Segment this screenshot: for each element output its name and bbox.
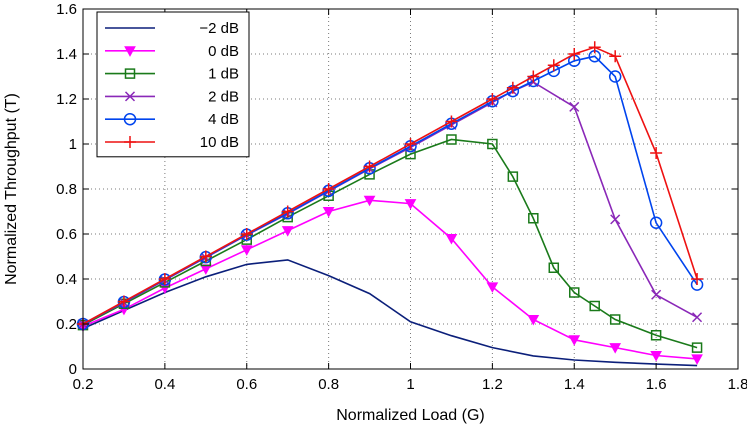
data-point — [363, 195, 376, 207]
data-point — [445, 115, 458, 128]
data-point — [117, 295, 130, 308]
data-point — [404, 138, 417, 150]
data-point — [650, 330, 662, 341]
x-tick-label: 1.8 — [728, 376, 747, 393]
data-point — [608, 70, 622, 83]
data-point — [569, 101, 580, 112]
data-point — [691, 273, 704, 285]
data-point — [506, 81, 519, 94]
data-point — [568, 335, 581, 346]
data-point — [691, 342, 703, 353]
data-point — [199, 250, 212, 263]
y-axis-label: Normalized Throughput (T) — [3, 93, 20, 285]
x-tick-label: 0.8 — [318, 376, 339, 393]
data-point — [588, 41, 601, 54]
y-tick-label: 1.4 — [56, 46, 77, 63]
data-point — [487, 138, 498, 150]
legend-label: 10 dB — [200, 134, 239, 151]
x-tick-label: 1 — [406, 376, 414, 393]
legend-item: 4 dB — [105, 111, 239, 128]
series-2-db-group — [82, 259, 698, 367]
y-tick-label: 1.6 — [56, 1, 77, 18]
data-point — [281, 226, 294, 237]
legend-item: −2 dB — [105, 20, 239, 37]
series-line — [82, 138, 698, 349]
data-point — [691, 354, 703, 365]
data-point — [322, 207, 335, 218]
legend-item: 2 dB — [105, 88, 239, 105]
data-point — [124, 91, 136, 102]
data-point — [486, 282, 499, 293]
legend-box — [96, 11, 250, 158]
legend-item: 0 dB — [105, 43, 239, 60]
series-layer — [76, 41, 704, 367]
x-tick-label: 1.4 — [564, 376, 585, 393]
data-point — [363, 160, 376, 173]
data-point — [158, 273, 171, 285]
x-axis-label: Normalized Load (G) — [336, 407, 485, 424]
legend-label: 1 dB — [208, 66, 239, 83]
y-tick-label: 0.4 — [56, 271, 77, 288]
data-point — [651, 289, 662, 300]
data-point — [124, 68, 136, 79]
data-point — [528, 213, 539, 224]
data-point — [507, 171, 519, 182]
data-point — [589, 300, 600, 312]
legend-item: 1 dB — [105, 66, 239, 83]
data-point — [610, 214, 621, 225]
legend-label: 0 dB — [208, 43, 239, 60]
data-point — [240, 228, 253, 240]
data-point — [445, 234, 458, 245]
y-tick-label: 1.2 — [56, 91, 77, 108]
data-point — [650, 351, 662, 362]
data-point — [692, 312, 703, 323]
data-point — [649, 216, 663, 229]
data-point — [609, 314, 621, 325]
data-point — [123, 112, 137, 126]
y-tick-label: 0.2 — [56, 316, 77, 333]
legend-label: −2 dB — [199, 20, 239, 37]
y-tick-label: 0.8 — [56, 181, 77, 198]
data-point — [650, 147, 663, 159]
x-tick-label: 0.6 — [236, 376, 257, 393]
legend-item: 10 dB — [105, 134, 239, 151]
x-tick-label: 0.2 — [73, 376, 94, 393]
series-line — [82, 199, 698, 360]
series-0-db-group — [77, 195, 703, 365]
data-point — [548, 262, 560, 273]
x-tick-label: 1.6 — [646, 376, 667, 393]
data-point — [527, 70, 540, 83]
data-point — [281, 205, 294, 218]
data-point — [124, 136, 136, 148]
data-point — [609, 343, 622, 354]
legend-label: 2 dB — [208, 88, 239, 105]
data-point — [322, 183, 335, 195]
y-tick-label: 0.6 — [56, 226, 77, 243]
legend-label: 4 dB — [208, 111, 239, 128]
data-point — [486, 93, 499, 105]
data-point — [446, 134, 457, 145]
data-point — [568, 48, 581, 60]
data-point — [569, 287, 580, 298]
data-point — [404, 199, 417, 210]
series-line — [82, 259, 698, 367]
data-point — [547, 59, 560, 72]
legend: −2 dB 0 dB 1 dB 2 dB 4 dB 10 dB — [96, 11, 250, 158]
data-point — [527, 315, 540, 326]
series-1-db-group — [77, 134, 703, 353]
y-tick-label: 0 — [69, 361, 77, 378]
data-point — [609, 50, 622, 63]
x-tick-label: 1.2 — [482, 376, 503, 393]
data-point — [240, 245, 253, 256]
series-10-db-group — [77, 41, 704, 330]
x-tick-label: 0.4 — [154, 376, 175, 393]
data-point — [124, 46, 136, 57]
y-tick-label: 1 — [69, 136, 77, 153]
